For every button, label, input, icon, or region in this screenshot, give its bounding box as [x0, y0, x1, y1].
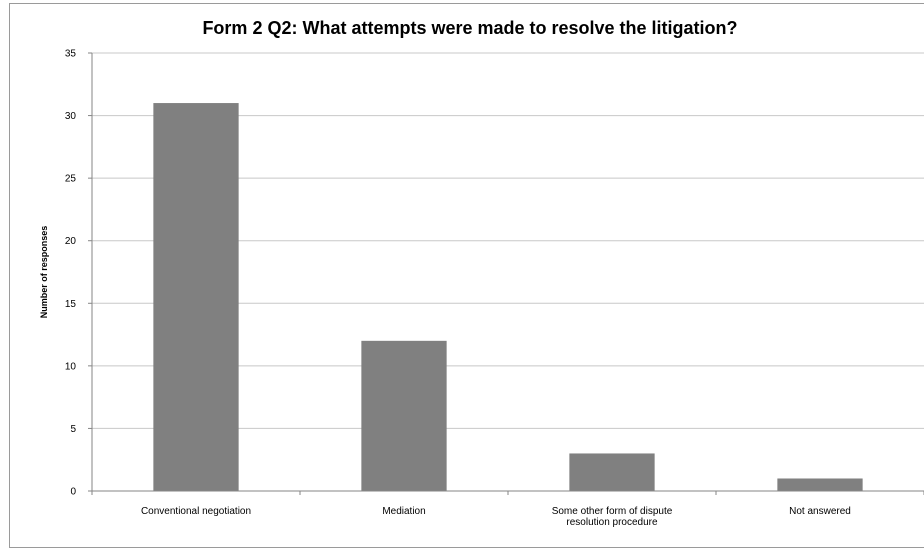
y-tick-label: 5	[70, 424, 76, 435]
x-tick-label: Conventional negotiation	[141, 506, 251, 517]
y-tick-label: 30	[65, 111, 77, 122]
axes	[88, 52, 924, 495]
y-tick-label: 10	[65, 361, 77, 372]
y-axis-label: Number of responses	[39, 226, 49, 319]
y-tick-label: 15	[65, 299, 77, 310]
y-tick-label: 20	[65, 236, 77, 247]
y-tick-labels: 0 5 10 15 20 25 30 35	[65, 49, 77, 498]
bar	[153, 103, 239, 492]
chart-title: Form 2 Q2: What attempts were made to re…	[202, 18, 737, 38]
y-tick-label: 25	[65, 174, 77, 185]
bar	[361, 340, 447, 491]
bar	[777, 478, 863, 491]
bars	[153, 103, 863, 492]
x-category-labels: Conventional negotiation Mediation Some ot…	[141, 506, 851, 528]
x-tick-label: Mediation	[382, 506, 425, 517]
bar	[569, 453, 655, 491]
x-tick-label: Some other form of dispute resolution pro…	[552, 506, 673, 528]
y-tick-label: 0	[70, 487, 76, 498]
y-tick-label: 35	[65, 49, 77, 60]
x-tick-label: Not answered	[789, 506, 851, 517]
